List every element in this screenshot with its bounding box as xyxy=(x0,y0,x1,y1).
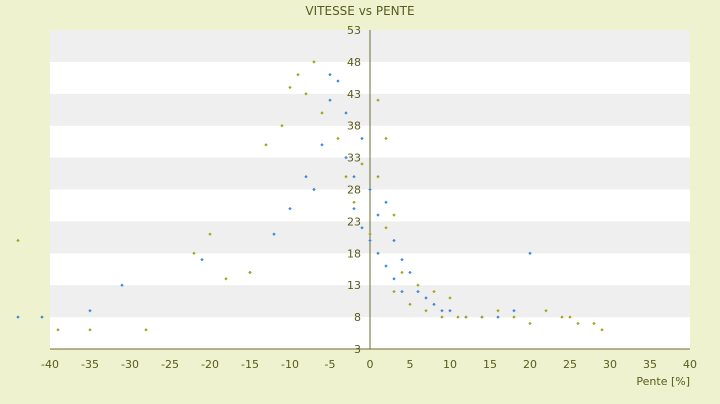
data-point-series-2 xyxy=(576,321,580,326)
y-tick-label: 8 xyxy=(354,311,361,324)
y-tick-label: 23 xyxy=(347,215,361,228)
x-tick-label: 25 xyxy=(563,358,577,371)
data-point-series-2 xyxy=(56,328,60,332)
x-tick-label: -5 xyxy=(325,358,336,371)
data-point-series-2 xyxy=(544,309,548,313)
data-point-series-2 xyxy=(288,85,292,90)
x-tick-label: -10 xyxy=(281,358,299,371)
data-point-series-2 xyxy=(376,98,380,102)
data-point-series-1 xyxy=(16,315,20,319)
x-tick-label: 20 xyxy=(523,358,537,371)
chart-title: VITESSE vs PENTE xyxy=(305,4,414,18)
x-tick-label: -25 xyxy=(161,358,179,371)
tick-labels: -40 -35 -30 -25 -20 -15 -10 -5 0 5 10 15 20 25 30 35 40 3… xyxy=(41,24,697,371)
x-tick-label: -15 xyxy=(241,358,259,371)
data-point-series-1 xyxy=(200,257,204,262)
x-tick-label: -20 xyxy=(201,358,219,371)
y-tick-label: 3 xyxy=(354,343,361,356)
data-point-series-2 xyxy=(280,124,284,128)
y-tick-label: 53 xyxy=(347,24,361,37)
data-point-series-1 xyxy=(40,315,44,319)
x-tick-label: -30 xyxy=(121,358,139,371)
data-point-series-2 xyxy=(16,238,20,243)
x-tick-label: 15 xyxy=(483,358,497,371)
x-tick-label: -35 xyxy=(81,358,99,371)
data-point-series-2 xyxy=(568,315,572,319)
x-tick-label: 40 xyxy=(683,358,697,371)
y-tick-label: 28 xyxy=(347,184,361,197)
x-axis-label: Pente [%] xyxy=(636,375,690,388)
data-point-series-1 xyxy=(328,98,332,102)
x-tick-label: 0 xyxy=(367,358,374,371)
y-tick-label: 43 xyxy=(347,88,361,101)
y-tick-label: 13 xyxy=(347,279,361,292)
data-point-series-2 xyxy=(248,270,252,275)
y-tick-label: 33 xyxy=(347,152,361,165)
data-point-series-1 xyxy=(528,251,532,255)
y-tick-label: 18 xyxy=(347,247,361,260)
data-point-series-1 xyxy=(512,309,516,313)
data-point-series-2 xyxy=(592,321,596,326)
y-tick-label: 48 xyxy=(347,56,361,69)
data-point-series-2 xyxy=(312,60,316,64)
y-tick-label: 38 xyxy=(347,120,361,133)
data-point-series-2 xyxy=(560,315,564,319)
x-tick-label: 10 xyxy=(443,358,457,371)
x-tick-label: -40 xyxy=(41,358,59,371)
data-point-series-2 xyxy=(144,328,148,332)
data-point-series-2 xyxy=(88,328,92,332)
data-point-series-2 xyxy=(512,315,516,319)
x-tick-label: 30 xyxy=(603,358,617,371)
data-point-series-2 xyxy=(208,232,212,236)
data-point-series-2 xyxy=(528,321,532,326)
x-tick-label: 35 xyxy=(643,358,657,371)
data-point-series-2 xyxy=(224,277,228,281)
data-point-series-2 xyxy=(192,251,196,255)
x-tick-label: 5 xyxy=(407,358,414,371)
